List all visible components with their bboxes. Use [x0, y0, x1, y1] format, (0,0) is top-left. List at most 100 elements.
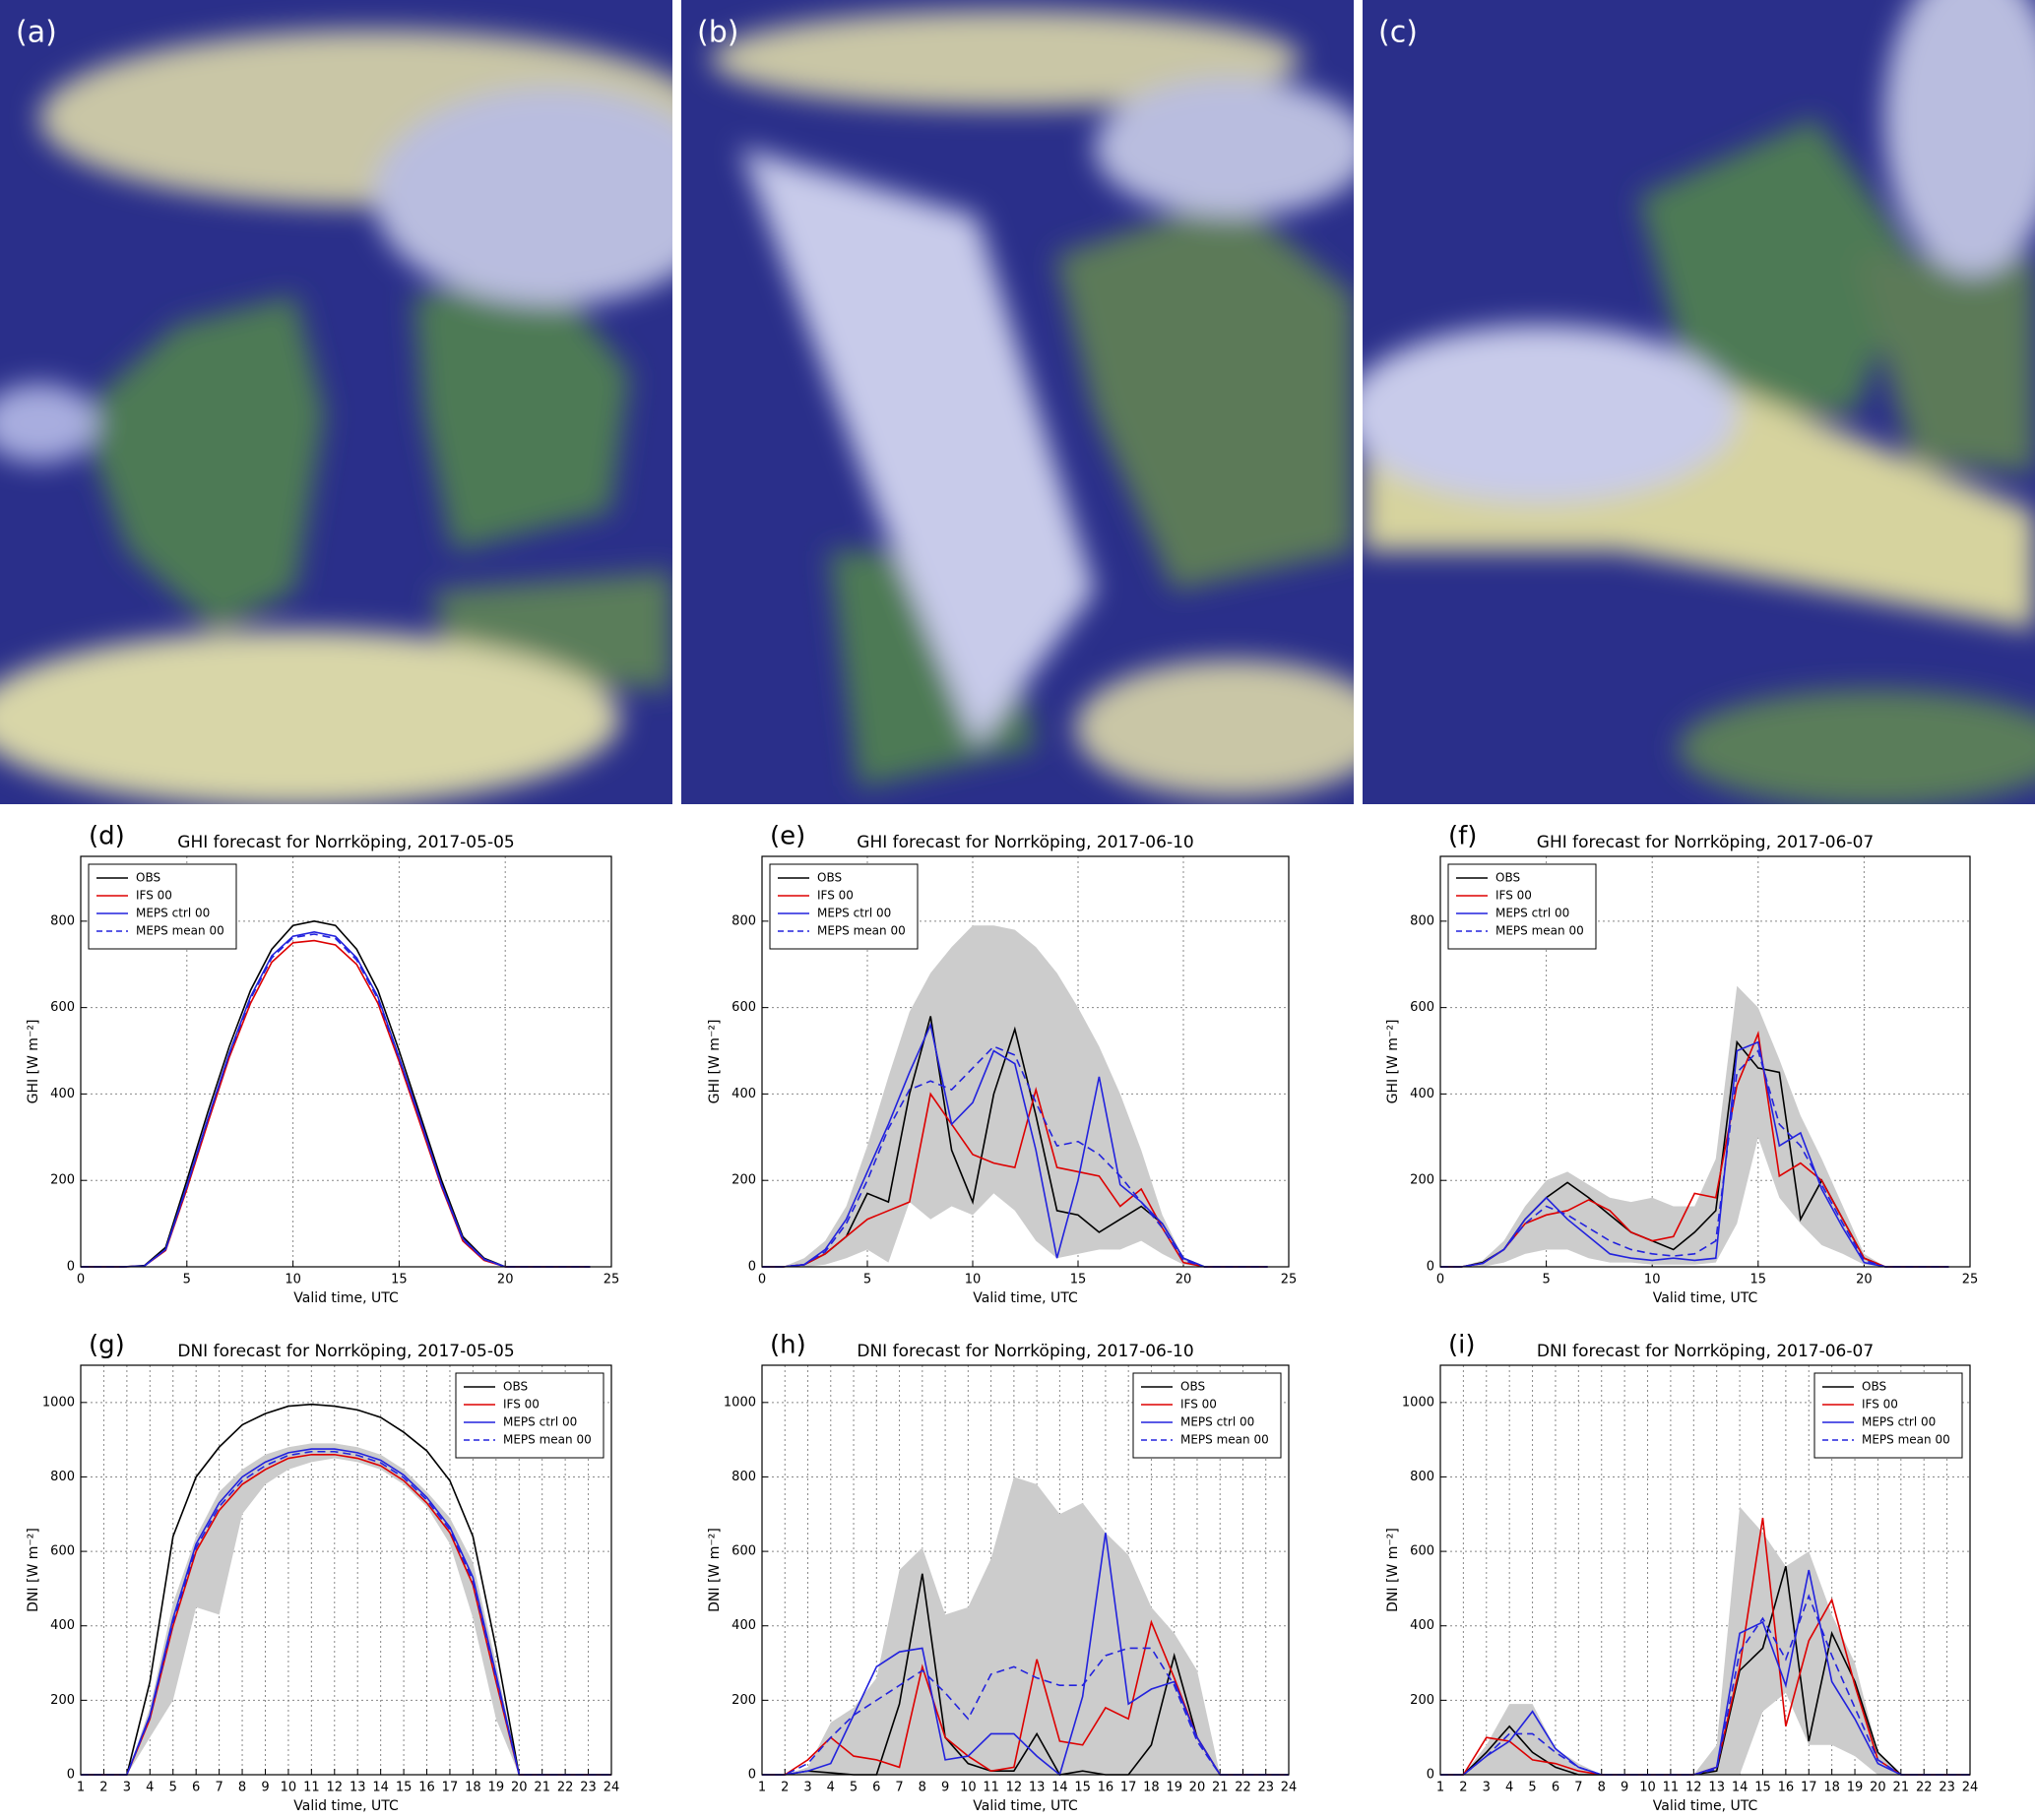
- y-axis-label: DNI [W m⁻²]: [707, 1528, 723, 1612]
- legend-label: IFS 00: [1862, 1398, 1898, 1412]
- y-tick-label: 1000: [724, 1395, 756, 1410]
- y-tick-label: 0: [748, 1768, 756, 1783]
- y-axis-label: DNI [W m⁻²]: [1385, 1528, 1401, 1612]
- y-tick-label: 600: [50, 1000, 75, 1015]
- x-tick-label: 1: [758, 1781, 766, 1795]
- series-line: [81, 933, 591, 1268]
- series-line: [1440, 1569, 1970, 1776]
- x-tick-label: 15: [1074, 1781, 1091, 1795]
- panel-label: (h): [770, 1331, 806, 1360]
- x-axis-label: Valid time, UTC: [1653, 1798, 1758, 1814]
- x-tick-label: 9: [1621, 1781, 1628, 1795]
- series-line: [762, 1086, 1268, 1268]
- y-tick-label: 0: [748, 1260, 756, 1275]
- panel-label: (b): [697, 16, 738, 50]
- y-tick-label: 800: [50, 1470, 75, 1484]
- y-tick-label: 0: [67, 1260, 75, 1275]
- panel-label: (c): [1378, 16, 1418, 50]
- panel-label: (a): [16, 16, 57, 50]
- chart-title: GHI forecast for Norrköping, 2017-06-10: [857, 833, 1193, 852]
- y-axis-label: GHI [W m⁻²]: [26, 1020, 41, 1104]
- legend-label: MEPS ctrl 00: [1495, 907, 1569, 920]
- series-line: [762, 1022, 1268, 1268]
- x-tick-label: 11: [1663, 1781, 1680, 1795]
- x-tick-label: 15: [396, 1781, 413, 1795]
- chart-panel: 0 5 10 15 20 25 0 200 400 600 800 OBS IFS 00 MEPS ctr…: [707, 822, 1297, 1307]
- y-tick-label: 400: [50, 1618, 75, 1633]
- panel-label: (d): [89, 822, 125, 851]
- legend-label: OBS: [817, 871, 842, 885]
- axes-frame: [80, 855, 612, 1268]
- chart-title: DNI forecast for Norrköping, 2017-05-05: [177, 1342, 514, 1361]
- y-tick-label: 200: [50, 1693, 75, 1708]
- y-tick-label: 200: [1410, 1173, 1434, 1188]
- x-tick-label: 10: [285, 1273, 301, 1287]
- x-tick-label: 11: [303, 1781, 320, 1795]
- axes-frame: [1439, 855, 1971, 1268]
- x-tick-label: 8: [238, 1781, 246, 1795]
- y-tick-label: 0: [1427, 1768, 1434, 1783]
- x-tick-label: 11: [983, 1781, 999, 1795]
- y-tick-label: 0: [1427, 1260, 1434, 1275]
- chart-title: DNI forecast for Norrköping, 2017-06-07: [1537, 1342, 1874, 1361]
- panel-label: (f): [1448, 822, 1477, 851]
- x-tick-label: 25: [604, 1273, 620, 1287]
- y-tick-label: 800: [50, 913, 75, 928]
- x-tick-label: 24: [1962, 1781, 1979, 1795]
- x-tick-label: 2: [1459, 1781, 1467, 1795]
- x-tick-label: 6: [1552, 1781, 1559, 1795]
- x-tick-label: 22: [557, 1781, 574, 1795]
- x-tick-label: 5: [1542, 1273, 1550, 1287]
- y-tick-label: 1000: [1402, 1395, 1434, 1410]
- legend-label: MEPS mean 00: [136, 924, 224, 938]
- legend-label: MEPS ctrl 00: [503, 1415, 577, 1429]
- x-tick-label: 21: [1212, 1781, 1229, 1795]
- legend-label: MEPS mean 00: [1495, 924, 1584, 938]
- series-line: [1440, 1040, 1949, 1268]
- series-line: [1440, 1566, 1970, 1776]
- x-tick-label: 3: [1483, 1781, 1491, 1795]
- x-tick-label: 20: [1189, 1781, 1206, 1795]
- x-tick-label: 10: [1644, 1273, 1661, 1287]
- x-tick-label: 14: [1732, 1781, 1749, 1795]
- x-tick-label: 13: [350, 1781, 366, 1795]
- legend-label: MEPS ctrl 00: [817, 907, 891, 920]
- x-tick-label: 20: [1176, 1273, 1192, 1287]
- legend-label: OBS: [503, 1380, 528, 1394]
- x-tick-label: 5: [850, 1781, 858, 1795]
- panel-label: (i): [1448, 1331, 1476, 1360]
- x-tick-label: 10: [960, 1781, 977, 1795]
- legend-label: MEPS mean 00: [817, 924, 906, 938]
- x-tick-label: 3: [123, 1781, 131, 1795]
- x-tick-label: 23: [1257, 1781, 1274, 1795]
- series-line: [762, 1647, 1289, 1776]
- x-tick-label: 5: [1528, 1781, 1536, 1795]
- panel-label: (e): [770, 822, 805, 851]
- legend-label: OBS: [1862, 1380, 1886, 1394]
- y-tick-label: 400: [50, 1087, 75, 1101]
- ensemble-range: [1440, 1506, 1970, 1775]
- satellite-image: (c): [1363, 0, 2035, 804]
- legend-label: IFS 00: [1495, 889, 1532, 903]
- x-tick-label: 15: [1750, 1273, 1767, 1287]
- x-tick-label: 12: [327, 1781, 344, 1795]
- series-line: [1440, 1030, 1949, 1268]
- y-tick-label: 800: [1410, 1470, 1434, 1484]
- x-tick-label: 5: [863, 1273, 871, 1287]
- x-tick-label: 4: [1505, 1781, 1513, 1795]
- x-tick-label: 5: [169, 1781, 177, 1795]
- x-tick-label: 12: [1685, 1781, 1702, 1795]
- legend-label: MEPS mean 00: [1862, 1433, 1950, 1447]
- chart-panel: 0 5 10 15 20 25 0 200 400 600 800 OBS IFS 00 MEPS ctr…: [1385, 822, 1978, 1307]
- chart-panel: 1 2 3 4 5 6 7 8 9 10 11 12 13 14 15 16 17 18 19 20 21 22 23 240…: [1385, 1331, 1978, 1815]
- x-tick-label: 25: [1962, 1273, 1979, 1287]
- x-tick-label: 0: [77, 1273, 85, 1287]
- ensemble-range: [762, 1476, 1289, 1775]
- legend-label: MEPS mean 00: [503, 1433, 592, 1447]
- x-tick-label: 8: [919, 1781, 926, 1795]
- y-axis-label: GHI [W m⁻²]: [1385, 1020, 1401, 1104]
- legend-label: MEPS ctrl 00: [136, 907, 210, 920]
- x-tick-label: 13: [1029, 1781, 1046, 1795]
- y-tick-label: 800: [1410, 913, 1434, 928]
